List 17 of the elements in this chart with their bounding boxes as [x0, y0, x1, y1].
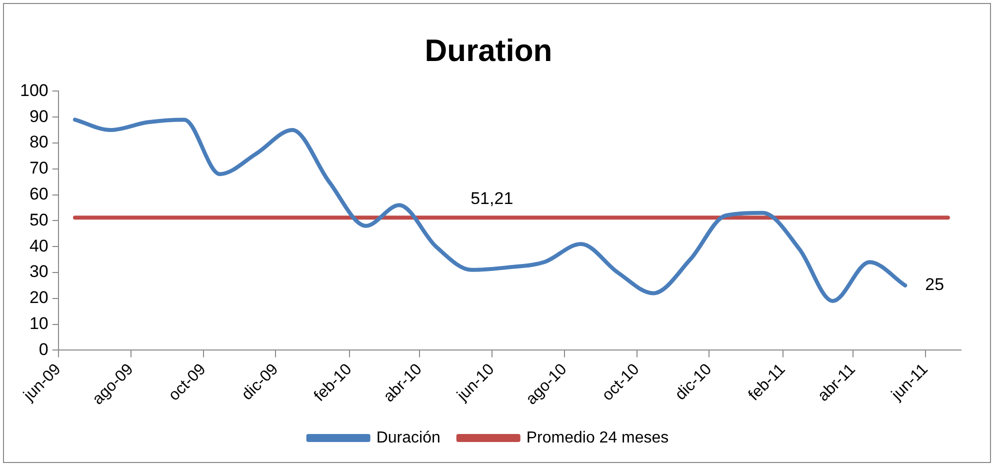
y-tick-label: 50	[29, 210, 48, 230]
y-tick-label: 0	[38, 340, 48, 359]
chart-title: Duration	[424, 33, 552, 68]
y-tick-label: 100	[20, 80, 48, 100]
y-tick-label: 30	[29, 262, 48, 282]
legend-label: Promedio 24 meses	[526, 429, 669, 446]
y-tick-label: 20	[29, 288, 48, 308]
legend-label: Duración	[376, 429, 440, 446]
y-tick-label: 90	[29, 106, 48, 126]
y-tick-label: 80	[29, 132, 48, 152]
y-tick-label: 10	[29, 314, 48, 333]
annotation: 51,21	[470, 188, 514, 208]
y-tick-label: 60	[29, 184, 48, 204]
y-tick-label: 40	[29, 236, 48, 256]
line-series	[72, 118, 908, 303]
data-label: 25	[925, 275, 944, 294]
y-tick-label: 70	[29, 158, 48, 178]
